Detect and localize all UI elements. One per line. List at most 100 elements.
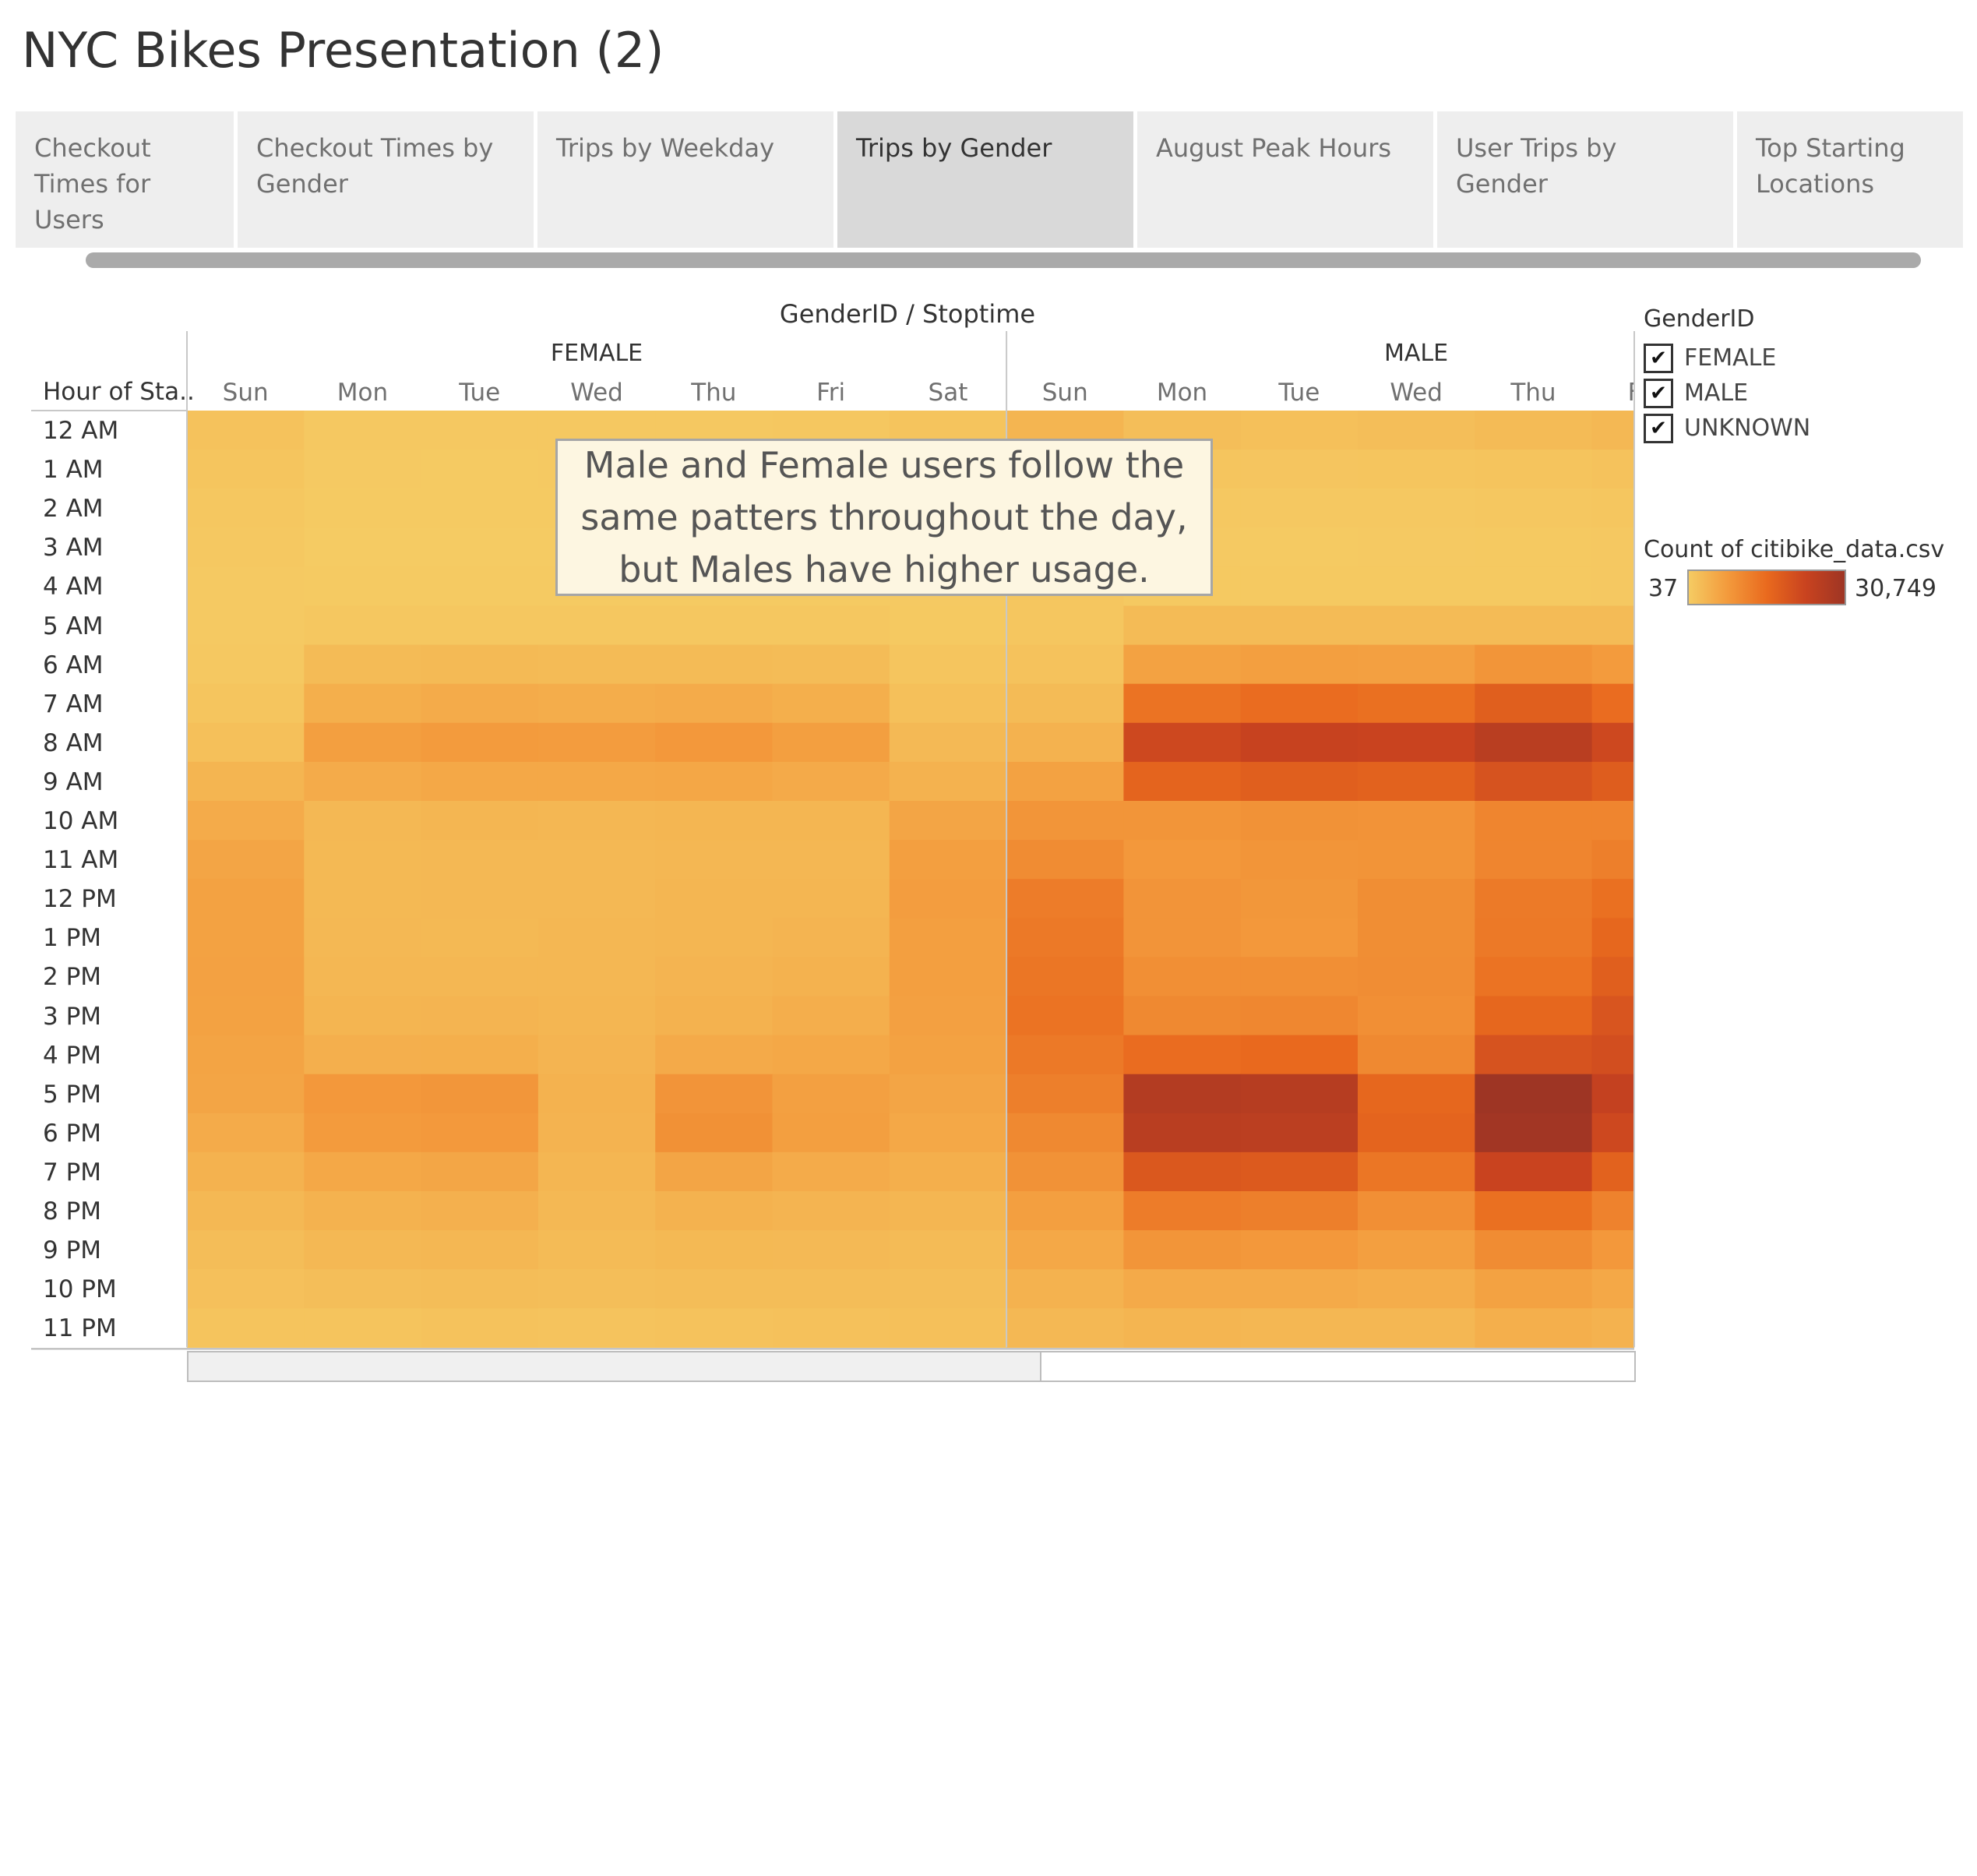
heatmap-cell[interactable] xyxy=(1358,996,1475,1036)
heatmap-cell[interactable] xyxy=(772,605,890,646)
filter-item-female[interactable]: ✔ FEMALE xyxy=(1644,340,1971,376)
heatmap-cell[interactable] xyxy=(1240,644,1359,685)
heatmap-cell[interactable] xyxy=(1591,879,1634,919)
heatmap-cell[interactable] xyxy=(421,918,539,957)
heatmap-cell[interactable] xyxy=(1006,722,1124,763)
heatmap-cell[interactable] xyxy=(1006,683,1124,724)
heatmap-cell[interactable] xyxy=(772,1035,890,1075)
heatmap-cell[interactable] xyxy=(1358,918,1475,957)
heatmap-cell[interactable] xyxy=(537,1269,656,1309)
heatmap-cell[interactable] xyxy=(187,722,305,763)
heatmap-cell[interactable] xyxy=(421,801,539,841)
heatmap-cell[interactable] xyxy=(304,1230,422,1270)
heatmap-cell[interactable] xyxy=(304,488,422,528)
heatmap-cell[interactable] xyxy=(421,566,539,607)
heatmap-cell[interactable] xyxy=(655,1191,774,1231)
checkbox-checked-icon[interactable]: ✔ xyxy=(1644,343,1673,373)
heatmap-cell[interactable] xyxy=(1475,450,1593,489)
heatmap-cell[interactable] xyxy=(1475,1230,1593,1270)
heatmap-cell[interactable] xyxy=(1475,1269,1593,1309)
heatmap-cell[interactable] xyxy=(655,1151,774,1192)
heatmap-cell[interactable] xyxy=(537,605,656,646)
checkbox-checked-icon[interactable]: ✔ xyxy=(1644,378,1673,408)
heatmap-cell[interactable] xyxy=(889,996,1007,1036)
heatmap-cell[interactable] xyxy=(1123,1113,1242,1153)
heatmap-cell[interactable] xyxy=(421,605,539,646)
heatmap-cell[interactable] xyxy=(421,411,539,450)
tab-trips-by-gender[interactable]: Trips by Gender xyxy=(837,111,1133,248)
checkbox-checked-icon[interactable]: ✔ xyxy=(1644,413,1673,443)
heatmap-cell[interactable] xyxy=(304,879,422,919)
heatmap-cell[interactable] xyxy=(1475,1113,1593,1153)
heatmap-cell[interactable] xyxy=(1006,1191,1124,1231)
heatmap-cell[interactable] xyxy=(1006,879,1124,919)
heatmap-cell[interactable] xyxy=(1591,722,1634,763)
heatmap-cell[interactable] xyxy=(772,840,890,880)
heatmap-cell[interactable] xyxy=(655,840,774,880)
heatmap-cell[interactable] xyxy=(304,1113,422,1153)
heatmap-cell[interactable] xyxy=(421,957,539,997)
heatmap-cell[interactable] xyxy=(1591,1308,1634,1348)
heatmap-cell[interactable] xyxy=(1475,1308,1593,1348)
heatmap-cell[interactable] xyxy=(187,1113,305,1153)
heatmap-cell[interactable] xyxy=(537,879,656,919)
heatmap-cell[interactable] xyxy=(889,1113,1007,1153)
tab-trips-by-weekday[interactable]: Trips by Weekday xyxy=(537,111,833,248)
heatmap-cell[interactable] xyxy=(1591,761,1634,802)
heatmap-cell[interactable] xyxy=(537,840,656,880)
heatmap-cell[interactable] xyxy=(1591,527,1634,567)
heatmap-cell[interactable] xyxy=(421,722,539,763)
heatmap-cell[interactable] xyxy=(1358,840,1475,880)
heatmap-cell[interactable] xyxy=(889,1230,1007,1270)
horizontal-scrollbar-track[interactable] xyxy=(1041,1351,1636,1382)
heatmap-cell[interactable] xyxy=(889,1074,1007,1114)
heatmap-cell[interactable] xyxy=(655,1308,774,1348)
heatmap-cell[interactable] xyxy=(1358,1308,1475,1348)
heatmap-cell[interactable] xyxy=(1358,1074,1475,1114)
heatmap-cell[interactable] xyxy=(772,722,890,763)
heatmap-cell[interactable] xyxy=(1240,840,1359,880)
heatmap-cell[interactable] xyxy=(304,957,422,997)
heatmap-cell[interactable] xyxy=(1006,1269,1124,1309)
heatmap-cell[interactable] xyxy=(889,840,1007,880)
tab-august-peak-hours[interactable]: August Peak Hours xyxy=(1137,111,1433,248)
heatmap-cell[interactable] xyxy=(1591,918,1634,957)
heatmap-cell[interactable] xyxy=(187,801,305,841)
heatmap-cell[interactable] xyxy=(187,411,305,450)
heatmap-cell[interactable] xyxy=(421,527,539,567)
heatmap-cell[interactable] xyxy=(421,761,539,802)
heatmap-cell[interactable] xyxy=(772,1308,890,1348)
heatmap-cell[interactable] xyxy=(1591,840,1634,880)
heatmap-cell[interactable] xyxy=(655,1113,774,1153)
heatmap-cell[interactable] xyxy=(889,1191,1007,1231)
heatmap-cell[interactable] xyxy=(1123,644,1242,685)
heatmap-cell[interactable] xyxy=(421,1151,539,1192)
heatmap-cell[interactable] xyxy=(421,1308,539,1348)
heatmap-cell[interactable] xyxy=(772,996,890,1036)
heatmap-cell[interactable] xyxy=(1240,879,1359,919)
heatmap-cell[interactable] xyxy=(187,1151,305,1192)
heatmap-cell[interactable] xyxy=(421,644,539,685)
heatmap-cell[interactable] xyxy=(1240,722,1359,763)
heatmap-cell[interactable] xyxy=(1591,605,1634,646)
heatmap-cell[interactable] xyxy=(1240,1230,1359,1270)
heatmap-cell[interactable] xyxy=(1591,488,1634,528)
heatmap-cell[interactable] xyxy=(1240,411,1359,450)
heatmap-cell[interactable] xyxy=(1475,722,1593,763)
heatmap-cell[interactable] xyxy=(1591,801,1634,841)
heatmap-cell[interactable] xyxy=(1591,644,1634,685)
heatmap-cell[interactable] xyxy=(1123,1191,1242,1231)
heatmap-cell[interactable] xyxy=(187,1191,305,1231)
heatmap-cell[interactable] xyxy=(655,957,774,997)
heatmap-cell[interactable] xyxy=(655,996,774,1036)
heatmap-cell[interactable] xyxy=(187,644,305,685)
heatmap-cell[interactable] xyxy=(655,722,774,763)
heatmap-cell[interactable] xyxy=(537,801,656,841)
heatmap-cell[interactable] xyxy=(772,761,890,802)
heatmap-cell[interactable] xyxy=(1591,1230,1634,1270)
heatmap-cell[interactable] xyxy=(304,1191,422,1231)
heatmap-cell[interactable] xyxy=(1475,1191,1593,1231)
heatmap-cell[interactable] xyxy=(1358,801,1475,841)
heatmap-cell[interactable] xyxy=(1475,957,1593,997)
heatmap-cell[interactable] xyxy=(304,840,422,880)
